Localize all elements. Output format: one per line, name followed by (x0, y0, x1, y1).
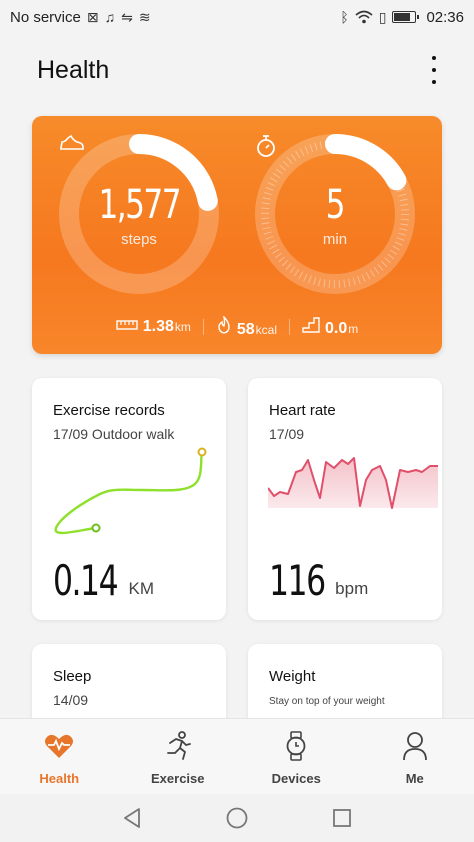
activity-summary-card[interactable]: 1,577 steps 5 min 1.38 km (32, 116, 442, 354)
cast-icon: ≋ (138, 9, 151, 25)
activity-notification-icon: ⊠ (86, 9, 99, 25)
bluetooth-icon: ᛒ (340, 9, 349, 25)
page-title: Health (37, 55, 110, 84)
steps-ring: 1,577 steps (59, 134, 219, 294)
route-start-marker (91, 523, 101, 533)
nav-label-health: Health (39, 771, 80, 786)
home-icon[interactable] (222, 803, 252, 833)
distance-value: 1.38 (142, 318, 174, 335)
nav-label-devices: Devices (271, 771, 321, 786)
calories-value: 58 (236, 320, 255, 338)
minutes-progress-arc (255, 134, 415, 294)
heart-rate-card-subtitle: 17/09 (269, 426, 305, 442)
more-options-icon[interactable] (424, 54, 444, 86)
steps-progress-arc (59, 134, 219, 294)
distance-unit: km (174, 320, 191, 334)
heart-rate-card[interactable]: Heart rate 17/09 116 bpm (248, 378, 442, 620)
steps-unit: steps (121, 230, 157, 248)
nav-label-me: Me (405, 771, 424, 786)
minutes-unit: min (322, 230, 348, 248)
nav-label-exercise: Exercise (151, 771, 205, 786)
watch-icon (281, 731, 311, 761)
minutes-ring: 5 min (255, 134, 415, 294)
person-icon (400, 731, 430, 761)
system-navigation-bar (0, 794, 474, 842)
heart-rate-unit: bpm (335, 579, 369, 598)
wifi-icon (355, 10, 373, 24)
weight-card-subtitle: Stay on top of your weight (269, 696, 385, 707)
app-header: Health (37, 52, 444, 88)
climb-unit: m (348, 321, 359, 336)
heart-rate-graph (268, 457, 438, 509)
heart-rate-card-title: Heart rate (269, 402, 336, 419)
stairs-icon (302, 316, 320, 337)
recents-icon[interactable] (327, 803, 357, 833)
nav-item-health[interactable]: Health (0, 719, 119, 794)
route-path (54, 450, 204, 535)
battery-icon (392, 11, 420, 23)
minutes-ring-content: 5 min (255, 134, 415, 294)
minutes-value: 5 (325, 181, 346, 228)
stat-divider (289, 319, 291, 335)
sync-icon: ⇋ (121, 9, 133, 25)
climb-stat: 0.0 m (302, 316, 359, 338)
flame-icon (216, 314, 232, 338)
heart-icon (44, 731, 74, 761)
carrier-label: No service (10, 8, 81, 26)
heart-rate-metric: 116 bpm (269, 560, 368, 602)
nav-item-devices[interactable]: Devices (237, 719, 356, 794)
sleep-card-subtitle: 14/09 (53, 692, 89, 708)
clock: 02:36 (426, 8, 464, 26)
exercise-metric: 0.14 KM (53, 560, 154, 602)
sim-alert-icon: ▯ (378, 9, 387, 25)
route-map (54, 447, 207, 535)
climb-value: 0.0 (325, 319, 348, 337)
status-right: ᛒ ▯ 02:36 (340, 9, 464, 26)
weight-card-title: Weight (269, 668, 316, 685)
steps-ring-content: 1,577 steps (59, 134, 219, 294)
minutes-ring-graphic (255, 134, 415, 294)
heart-rate-line (268, 457, 438, 509)
calories-unit: kcal (255, 322, 278, 337)
nav-item-me[interactable]: Me (356, 719, 474, 794)
steps-ring-graphic (59, 134, 219, 294)
distance-stat: 1.38 km (116, 318, 191, 336)
steps-value: 1,577 (98, 181, 181, 228)
activity-stats-row: 1.38 km 58 kcal 0.0 m (32, 314, 442, 340)
status-bar: No service ⊠ ♫ ⇋ ≋ ᛒ ▯ 02:36 (0, 0, 474, 34)
nav-item-exercise[interactable]: Exercise (119, 719, 238, 794)
runner-icon (163, 731, 193, 761)
heart-rate-area (268, 458, 438, 508)
sleep-card-title: Sleep (53, 668, 92, 685)
exercise-distance-unit: KM (128, 579, 155, 598)
route-end-marker (197, 447, 207, 457)
heart-rate-value: 116 (269, 556, 326, 605)
status-left: No service ⊠ ♫ ⇋ ≋ (10, 9, 151, 26)
stat-divider (202, 319, 204, 335)
exercise-records-card[interactable]: Exercise records 17/09 Outdoor walk 0.14… (32, 378, 226, 620)
exercise-distance-value: 0.14 (53, 556, 119, 605)
back-icon[interactable] (117, 803, 147, 833)
bottom-navigation: Health Exercise Devices Me (0, 718, 474, 794)
exercise-card-subtitle: 17/09 Outdoor walk (53, 426, 175, 442)
exercise-card-title: Exercise records (53, 402, 165, 419)
music-icon: ♫ (104, 9, 116, 25)
ruler-icon (116, 318, 138, 335)
calories-stat: 58 kcal (216, 314, 278, 339)
